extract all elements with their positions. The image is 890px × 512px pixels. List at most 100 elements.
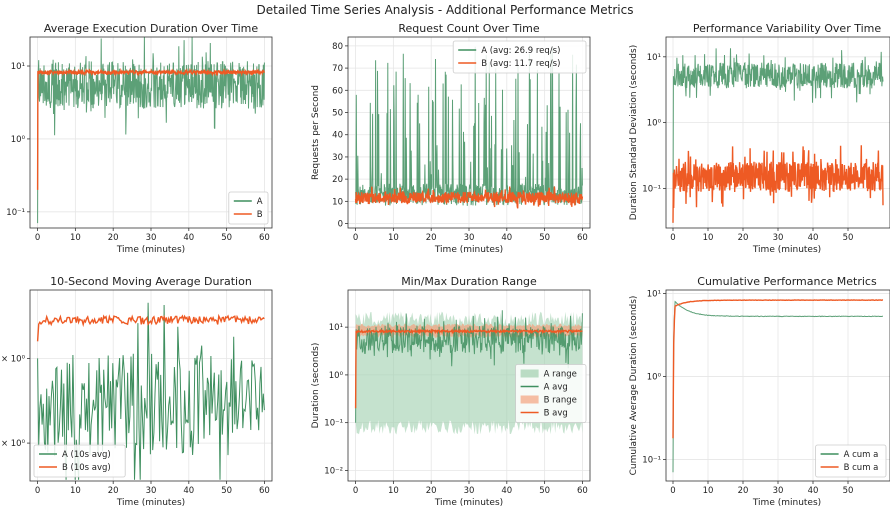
- plot-area: [672, 299, 884, 473]
- series-line-a: [672, 300, 883, 473]
- x-tick-label: 0: [353, 233, 358, 243]
- y-tick-label: 3 × 10⁰: [0, 439, 26, 449]
- legend-entry: A (10s avg): [62, 450, 111, 460]
- chart-title: Performance Variability Over Time: [693, 22, 882, 35]
- x-tick-label: 20: [108, 233, 119, 243]
- y-tick-label: 10⁰: [329, 371, 344, 381]
- x-tick-label: 40: [501, 233, 512, 243]
- y-tick-label: 60: [332, 86, 343, 96]
- x-tick-label: 20: [738, 486, 749, 496]
- legend-entry: A avg: [544, 383, 568, 393]
- figure-suptitle: Detailed Time Series Analysis - Addition…: [257, 3, 634, 17]
- legend: A cum a B cum a: [815, 444, 887, 478]
- legend-box: [815, 444, 887, 478]
- y-tick-label: 50: [332, 109, 343, 119]
- x-tick-label: 20: [738, 233, 749, 243]
- chart-panel-1: 0 10 20 30 40 50 60 10⁻¹ 10⁰ 10¹ Average Execution…: [6, 22, 273, 255]
- y-tick-label: 0: [338, 220, 343, 230]
- legend: A (avg: 26.9 req/s) B (avg: 11.7 req/s): [452, 40, 587, 74]
- legend: A (10s avg) B (10s avg): [33, 444, 126, 478]
- y-tick-label: 10⁻¹: [324, 419, 343, 429]
- legend-entry: A cum a: [844, 450, 879, 460]
- chart-panel-2: 0 10 20 30 40 50 60 0 10 20 30 40 50 60 70 80 Request Co…: [311, 22, 591, 255]
- y-tick-label: 10⁰: [647, 372, 662, 382]
- y-tick-label: 10¹: [647, 53, 661, 63]
- x-axis-label: Time (minutes): [434, 245, 503, 255]
- legend-box: [33, 444, 126, 478]
- y-tick-label: 30: [332, 153, 343, 163]
- legend-entry: B (avg: 11.7 req/s): [481, 59, 560, 69]
- x-tick-label: 40: [808, 486, 819, 496]
- y-tick-label: 10⁰: [11, 135, 26, 145]
- chart-panel-5: 0 10 20 30 40 50 60 10⁻² 10⁻¹ 10⁰ 10¹ Min/Max Durat…: [311, 275, 591, 508]
- legend-swatch: [520, 369, 539, 378]
- legend-box: [228, 191, 269, 225]
- y-tick-label: 10¹: [647, 289, 661, 299]
- x-tick-label: 10: [388, 233, 399, 243]
- x-axis-label: Time (minutes): [752, 498, 821, 508]
- y-tick-label: 10⁻²: [324, 466, 343, 476]
- legend: AB: [228, 191, 269, 225]
- x-tick-label: 10: [703, 233, 714, 243]
- x-tick-label: 50: [221, 486, 232, 496]
- x-tick-label: 0: [353, 486, 358, 496]
- x-tick-label: 10: [70, 233, 81, 243]
- x-tick-label: 40: [183, 233, 194, 243]
- y-tick-label: 40: [332, 131, 343, 141]
- y-axis-label: Duration Standard Deviation (seconds): [629, 45, 639, 220]
- y-axis-label: Duration (seconds): [311, 343, 321, 429]
- series-line-a: [37, 37, 265, 224]
- y-tick-label: 10⁻¹: [6, 208, 25, 218]
- x-tick-label: 40: [808, 233, 819, 243]
- x-tick-label: 30: [464, 233, 475, 243]
- y-axis-label: Requests per Second: [311, 85, 321, 180]
- chart-panel-4: 0 10 20 30 40 50 60 6 × 10⁰ 3 × 10⁰ 10-Second Mov…: [0, 275, 273, 508]
- x-tick-label: 0: [35, 486, 40, 496]
- y-tick-label: 10⁻¹: [642, 184, 661, 194]
- plot-area: [354, 46, 584, 209]
- legend-box: [515, 364, 587, 423]
- x-tick-label: 10: [703, 486, 714, 496]
- series-line-b: [354, 186, 584, 209]
- chart-title: 10-Second Moving Average Duration: [50, 275, 252, 288]
- y-tick-label: 10¹: [11, 62, 25, 72]
- x-tick-label: 60: [577, 233, 588, 243]
- x-tick-label: 30: [773, 486, 784, 496]
- chart-title: Request Count Over Time: [398, 22, 539, 35]
- x-tick-label: 50: [843, 233, 854, 243]
- y-tick-label: 10⁻¹: [642, 455, 661, 465]
- chart-panel-6: 0 10 20 30 40 50 10⁻¹ 10⁰ 10¹ Cumulative Performa…: [629, 275, 890, 508]
- x-tick-label: 30: [146, 486, 157, 496]
- legend-entry: B range: [544, 396, 577, 406]
- series-line-a: [355, 310, 583, 423]
- plot-area: [36, 37, 266, 224]
- y-tick-label: 10⁰: [647, 119, 662, 129]
- legend-entry: B: [257, 210, 263, 220]
- x-tick-label: 20: [426, 486, 437, 496]
- legend-entry: B cum a: [844, 463, 879, 473]
- x-axis-label: Time (minutes): [116, 498, 185, 508]
- x-axis-label: Time (minutes): [116, 245, 185, 255]
- series-line-a: [672, 48, 884, 223]
- x-tick-label: 50: [221, 233, 232, 243]
- series-line-b: [354, 327, 583, 409]
- x-tick-label: 50: [843, 486, 854, 496]
- x-tick-label: 20: [108, 486, 119, 496]
- x-tick-label: 0: [670, 486, 675, 496]
- plot-area: [672, 48, 884, 223]
- x-tick-label: 40: [501, 486, 512, 496]
- x-tick-label: 50: [539, 233, 550, 243]
- x-tick-label: 10: [70, 486, 81, 496]
- y-axis-label: Cumulative Average Duration (seconds): [629, 296, 639, 476]
- y-tick-label: 10¹: [329, 323, 343, 333]
- x-tick-label: 30: [773, 233, 784, 243]
- series-line-b: [672, 145, 884, 223]
- y-tick-label: 80: [332, 42, 343, 52]
- x-tick-label: 40: [183, 486, 194, 496]
- x-tick-label: 0: [35, 233, 40, 243]
- legend-entry: A range: [544, 370, 577, 380]
- chart-panels: 0 10 20 30 40 50 60 10⁻¹ 10⁰ 10¹ Average Execution…: [0, 22, 890, 508]
- x-tick-label: 60: [577, 486, 588, 496]
- series-line-b: [672, 299, 884, 439]
- chart-title: Average Execution Duration Over Time: [44, 22, 259, 35]
